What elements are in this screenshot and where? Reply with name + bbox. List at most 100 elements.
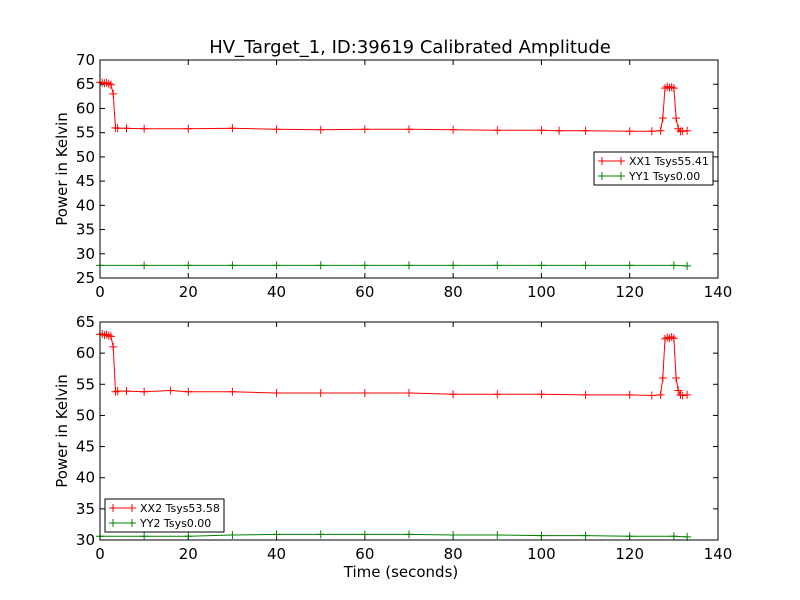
data-point <box>669 334 678 343</box>
legend-marker <box>109 519 117 527</box>
axes-frame <box>99 321 719 541</box>
data-point <box>228 531 237 540</box>
legend-label: XX1 Tsys55.41 <box>629 155 709 168</box>
data-point <box>449 390 458 399</box>
y-tick-label: 55 <box>76 375 95 393</box>
data-point <box>625 390 634 399</box>
y-axis-label: Power in Kelvin <box>53 112 71 226</box>
bottom-plot: 0 20 40 60 80 100 120 140 30 35 40 45 50 55 60 65 Power … <box>53 313 732 581</box>
data-point <box>493 390 502 399</box>
data-point <box>581 261 590 270</box>
data-point <box>581 531 590 540</box>
data-point <box>581 390 590 399</box>
data-point <box>493 261 502 270</box>
data-point <box>672 114 681 123</box>
data-point <box>669 532 678 541</box>
data-point <box>184 124 193 133</box>
data-point <box>449 125 458 134</box>
data-point <box>316 261 325 270</box>
x-tick-label: 0 <box>95 545 105 563</box>
data-point <box>360 389 369 398</box>
data-point <box>184 532 193 541</box>
data-point <box>109 342 118 351</box>
x-axis-label: Time (seconds) <box>343 563 459 581</box>
data-point <box>405 389 413 398</box>
data-point <box>360 125 369 134</box>
data-point <box>449 531 458 540</box>
data-point <box>113 387 122 396</box>
data-point <box>140 124 149 133</box>
legend-label: YY2 Tsys0.00 <box>139 517 211 530</box>
legend-box <box>593 151 714 186</box>
legend-marker <box>598 157 606 165</box>
data-point <box>405 530 413 539</box>
data-point <box>316 125 325 134</box>
data-point <box>625 532 634 541</box>
data-point <box>537 531 546 540</box>
y-tick-label: 35 <box>76 221 95 239</box>
data-point <box>658 114 667 123</box>
data-point <box>493 126 502 135</box>
data-point <box>405 261 413 270</box>
data-point <box>107 80 116 89</box>
x-tick-label: 0 <box>95 283 105 301</box>
data-point <box>683 126 692 135</box>
data-point <box>272 530 281 539</box>
x-tick-label: 40 <box>267 545 286 563</box>
data-point <box>360 261 369 270</box>
data-point <box>272 389 281 398</box>
data-point <box>140 261 149 270</box>
data-point <box>184 387 193 396</box>
y-axis-label: Power in Kelvin <box>53 374 71 488</box>
data-point <box>493 531 502 540</box>
data-point <box>647 127 656 136</box>
data-point <box>674 386 683 395</box>
data-point <box>166 386 175 395</box>
data-point <box>581 126 590 135</box>
data-point <box>316 389 325 398</box>
data-point <box>228 124 237 133</box>
axes-frame <box>99 59 719 279</box>
y-tick-label: 25 <box>76 269 95 287</box>
y-tick-label: 65 <box>76 313 95 331</box>
data-point <box>658 374 667 383</box>
data-point <box>656 390 665 399</box>
data-point <box>228 387 237 396</box>
legend-marker <box>109 504 117 512</box>
data-point <box>683 261 692 270</box>
data-point <box>683 390 692 399</box>
data-point <box>109 89 118 98</box>
data-point <box>669 84 678 93</box>
y-tick-label: 70 <box>76 51 95 69</box>
data-point <box>537 261 546 270</box>
x-tick-label: 100 <box>527 283 556 301</box>
data-point <box>272 125 281 134</box>
y-tick-label: 40 <box>76 196 95 214</box>
data-point <box>107 332 116 341</box>
data-point <box>113 124 122 133</box>
legend-box <box>104 498 225 533</box>
data-point <box>678 391 687 400</box>
y-tick-label: 30 <box>76 531 95 549</box>
y-tick-label: 40 <box>76 469 95 487</box>
series-2 <box>96 530 692 541</box>
x-tick-label: 80 <box>444 545 463 563</box>
data-point <box>122 124 131 133</box>
data-point <box>122 387 131 396</box>
data-point <box>316 530 325 539</box>
x-tick-label: 140 <box>704 545 733 563</box>
y-tick-label: 60 <box>76 344 95 362</box>
data-point <box>184 261 193 270</box>
x-tick-label: 80 <box>444 283 463 301</box>
data-point <box>140 387 149 396</box>
data-point <box>228 261 237 270</box>
legend: XX2 Tsys53.58 YY2 Tsys0.00 <box>104 498 225 533</box>
data-point <box>537 126 546 135</box>
data-point <box>140 532 149 541</box>
y-tick-label: 60 <box>76 99 95 117</box>
x-tick-label: 120 <box>615 545 644 563</box>
x-tick-label: 60 <box>355 545 374 563</box>
y-tick-label: 35 <box>76 500 95 518</box>
y-tick-label: 65 <box>76 75 95 93</box>
